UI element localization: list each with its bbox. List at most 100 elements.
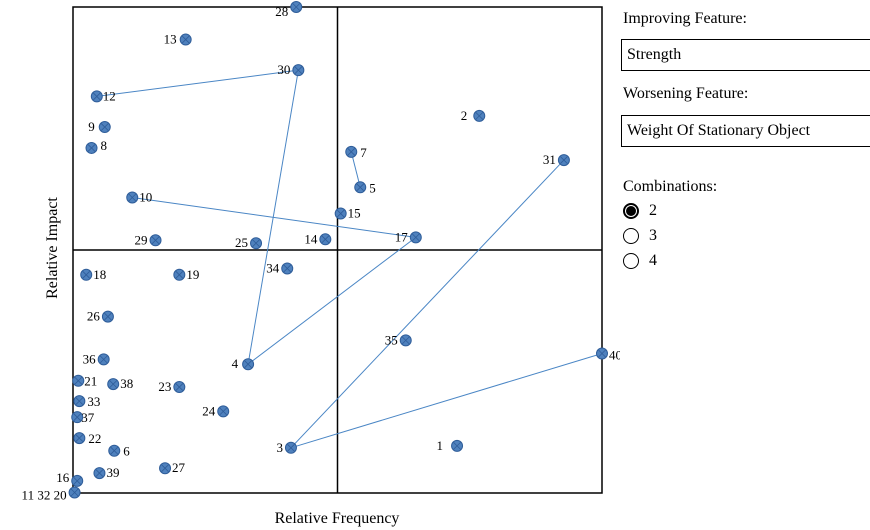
connection-line	[96, 69, 299, 97]
marker-cross	[219, 407, 228, 416]
point-label: 39	[106, 465, 119, 480]
point-label: 4	[232, 356, 239, 371]
marker-cross	[128, 193, 137, 202]
data-point-24	[217, 405, 230, 418]
worsening-feature-field[interactable]: Weight Of Stationary Object	[621, 115, 870, 147]
data-point-16	[71, 474, 84, 487]
marker-cross	[73, 413, 82, 421]
combinations-label: Combinations:	[623, 178, 718, 195]
point-label: 2	[461, 108, 468, 123]
data-point-39	[93, 467, 106, 480]
data-point-34	[281, 262, 294, 275]
connection-lines	[96, 69, 603, 449]
data-point-37	[71, 411, 84, 424]
marker-cross	[294, 66, 303, 74]
data-point-5	[354, 181, 367, 194]
marker-cross	[356, 183, 365, 192]
marker-cross	[175, 271, 184, 279]
point-label: 27	[172, 460, 186, 475]
marker-cross	[74, 376, 83, 385]
point-label: 23	[158, 379, 171, 394]
radio-button[interactable]	[623, 203, 639, 219]
connection-line	[247, 236, 417, 365]
point-label: 31	[543, 152, 556, 167]
data-point-18	[80, 268, 93, 281]
point-label: 7	[360, 145, 367, 160]
marker-cross	[151, 236, 160, 245]
data-point-15	[334, 207, 347, 220]
marker-cross	[453, 442, 461, 450]
marker-cross	[75, 434, 84, 442]
combination-option-2[interactable]: 2	[623, 201, 657, 221]
combination-option-label: 4	[649, 252, 657, 269]
marker-cross	[109, 380, 117, 388]
data-point-22	[73, 432, 86, 445]
marker-cross	[82, 271, 91, 279]
marker-cross	[75, 397, 84, 405]
point-label: 14	[304, 231, 318, 246]
marker-cross	[161, 464, 169, 472]
marker-cross	[347, 148, 356, 156]
marker-cross	[100, 123, 109, 131]
point-label: 22	[88, 431, 101, 446]
point-label: 10	[139, 190, 152, 205]
combination-option-4[interactable]: 4	[623, 251, 657, 271]
marker-cross	[104, 312, 112, 321]
point-label: 6	[123, 444, 130, 459]
marker-cross	[560, 156, 568, 164]
data-point-7	[345, 145, 358, 158]
data-point-40	[596, 347, 608, 360]
marker-cross	[336, 209, 345, 218]
marker-cross	[283, 264, 292, 273]
y-axis-label: Relative Impact	[44, 197, 61, 299]
point-label: 16	[56, 470, 70, 485]
data-point-21	[72, 374, 85, 387]
combination-option-label: 2	[649, 202, 657, 219]
point-label: 40	[609, 348, 620, 363]
point-label: 18	[93, 267, 106, 282]
data-point-30	[292, 64, 305, 77]
data-point-25	[250, 237, 263, 250]
point-label: 13	[164, 32, 177, 47]
data-point-2	[473, 109, 486, 122]
point-label: 26	[87, 309, 101, 324]
point-label: 12	[103, 88, 116, 103]
worsening-feature-label: Worsening Feature:	[623, 85, 749, 102]
point-label: 34	[266, 260, 280, 275]
connection-line	[132, 197, 416, 238]
marker-cross	[244, 360, 252, 368]
point-label: 5	[369, 180, 376, 195]
point-label: 28	[275, 4, 288, 19]
marker-cross	[287, 444, 295, 452]
combination-option-label: 3	[649, 227, 657, 244]
data-point-10	[126, 191, 139, 204]
combination-option-3[interactable]: 3	[623, 226, 657, 246]
marker-cross	[401, 336, 410, 345]
point-label: 33	[87, 394, 100, 409]
data-point-36	[97, 353, 110, 366]
marker-cross	[292, 3, 301, 11]
point-label: 3	[276, 440, 283, 455]
data-point-27	[159, 462, 172, 475]
radio-button[interactable]	[623, 253, 639, 269]
data-point-23	[173, 381, 186, 394]
data-points	[68, 1, 608, 499]
connection-line	[290, 353, 603, 449]
radio-button[interactable]	[623, 228, 639, 244]
data-point-17	[409, 231, 422, 244]
marker-cross	[598, 349, 606, 358]
data-point-11-32-20	[68, 486, 81, 499]
point-label: 8	[101, 138, 108, 153]
connection-line	[350, 151, 361, 188]
improving-feature-field[interactable]: Strength	[621, 39, 870, 71]
marker-cross	[73, 477, 82, 485]
point-label: 17	[395, 229, 409, 244]
data-point-38	[107, 378, 120, 391]
marker-cross	[95, 469, 104, 477]
point-label: 21	[84, 374, 97, 389]
data-point-14	[319, 233, 332, 246]
marker-cross	[99, 355, 108, 364]
connection-line	[290, 159, 565, 449]
marker-cross	[87, 144, 96, 152]
